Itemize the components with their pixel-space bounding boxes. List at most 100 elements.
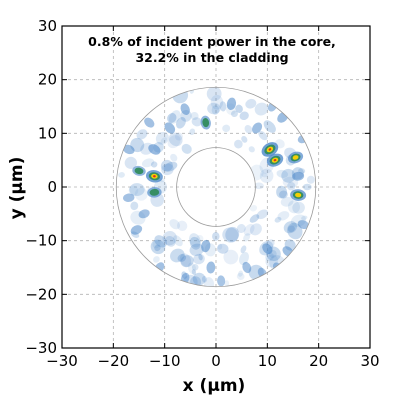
speckle	[189, 233, 201, 248]
x-tick-label: −10	[149, 352, 181, 370]
x-tick-label: 10	[258, 352, 277, 370]
speckle	[134, 187, 148, 201]
speckle	[180, 255, 194, 268]
speckle	[241, 135, 248, 143]
hotspot	[261, 142, 279, 157]
speckle	[153, 256, 160, 263]
axis-ticks: −30 −20 −10 0 10 20 30 −30 −20 −10 0 10 20 30	[25, 17, 379, 370]
y-tick-label: 30	[38, 17, 57, 35]
hotspot	[267, 101, 278, 112]
y-tick-label: −20	[25, 285, 57, 303]
hotspot	[132, 165, 146, 176]
hotspot	[145, 170, 163, 183]
speckle	[136, 129, 148, 140]
y-tick-label: 10	[38, 124, 57, 142]
hotspot	[164, 122, 176, 134]
speckle	[243, 223, 255, 236]
speckle	[306, 175, 315, 184]
core-boundary	[176, 147, 256, 227]
speckle	[181, 271, 188, 279]
speckle	[245, 98, 257, 109]
annotation-line-2: 32.2% in the cladding	[135, 50, 288, 65]
speckle	[161, 163, 174, 176]
speckle	[287, 225, 295, 233]
speckle	[170, 248, 185, 263]
hotspot	[201, 239, 211, 253]
speckle	[190, 111, 199, 121]
speckle	[160, 159, 173, 172]
hotspot	[282, 246, 294, 257]
speckle	[176, 117, 186, 129]
x-tick-label: −30	[46, 352, 78, 370]
hotspot	[242, 261, 252, 274]
speckle	[259, 168, 274, 183]
speckle	[129, 183, 145, 197]
speckle	[154, 244, 161, 252]
speckle	[150, 161, 158, 168]
speckle	[189, 243, 204, 256]
speckle	[281, 168, 296, 183]
speckle	[276, 185, 288, 199]
hotspot	[148, 144, 161, 155]
speckle	[222, 227, 239, 243]
speckle	[130, 201, 139, 211]
speckle	[274, 216, 282, 223]
speckle	[254, 102, 269, 116]
hotspot	[138, 209, 150, 219]
speckle	[179, 253, 192, 267]
speckle	[277, 211, 290, 221]
hotspot	[200, 115, 211, 130]
speckle	[249, 223, 262, 236]
y-tick-label: −10	[25, 232, 57, 250]
speckle	[154, 235, 167, 248]
speckle	[265, 252, 274, 262]
speckle	[287, 181, 296, 191]
speckle	[261, 172, 268, 178]
hotspot	[147, 187, 162, 198]
speckle	[189, 87, 195, 94]
cladding-field	[118, 86, 315, 291]
speckle	[276, 169, 289, 178]
cladding-boundary	[115, 86, 317, 288]
speckle	[193, 253, 205, 265]
speckle	[302, 183, 312, 191]
speckle	[249, 214, 260, 223]
speckle	[223, 249, 239, 265]
speckle	[269, 255, 286, 272]
speckle	[191, 269, 197, 276]
hotspot	[257, 267, 267, 279]
speckle	[212, 231, 220, 241]
speckle	[155, 131, 169, 145]
speckle	[219, 101, 227, 112]
speckle	[152, 240, 161, 249]
speckle	[225, 226, 240, 242]
hotspot	[252, 122, 263, 134]
speckle	[198, 254, 203, 261]
speckle	[258, 131, 268, 141]
hotspot	[266, 153, 284, 167]
x-tick-label: 30	[360, 352, 379, 370]
hotspot	[154, 262, 165, 273]
speckle	[162, 230, 177, 246]
speckle	[189, 128, 196, 136]
speckle	[253, 182, 264, 190]
x-tick-label: 20	[309, 352, 328, 370]
speckle	[128, 185, 139, 196]
speckle	[287, 200, 300, 214]
x-tick-label: 0	[211, 352, 221, 370]
speckle	[124, 156, 138, 169]
speckle	[189, 236, 201, 250]
speckle	[191, 263, 199, 271]
speckle	[301, 215, 308, 221]
speckle	[177, 254, 187, 262]
annotation-line-1: 0.8% of incident power in the core,	[88, 34, 336, 49]
speckle	[287, 222, 303, 240]
speckle	[173, 235, 183, 247]
speckle	[174, 132, 183, 141]
y-tick-label: −30	[25, 339, 57, 357]
speckle	[234, 139, 243, 149]
speckle	[168, 132, 183, 147]
speckle	[217, 243, 223, 250]
speckle	[150, 239, 166, 255]
